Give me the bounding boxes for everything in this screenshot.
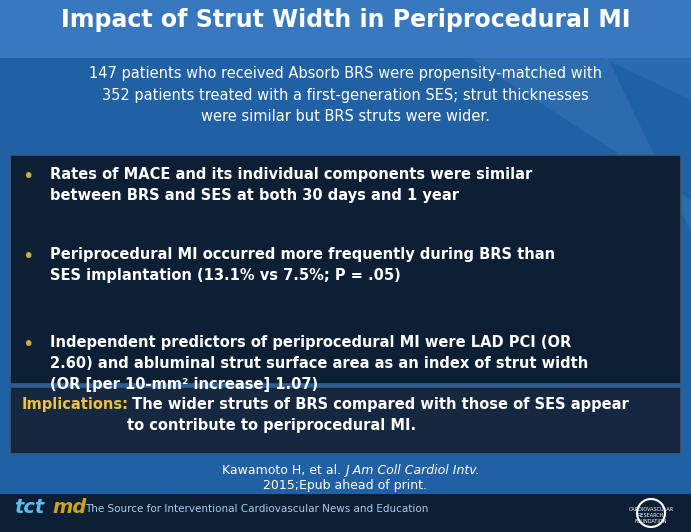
FancyBboxPatch shape [10,155,681,384]
Text: Periprocedural MI occurred more frequently during BRS than
SES implantation (13.: Periprocedural MI occurred more frequent… [50,247,555,283]
Text: Independent predictors of periprocedural MI were LAD PCI (OR
2.60) and abluminal: Independent predictors of periprocedural… [50,335,588,392]
Text: Kawamoto H, et al.: Kawamoto H, et al. [223,464,346,477]
Text: tct: tct [14,498,44,517]
FancyBboxPatch shape [0,0,691,58]
Text: •: • [22,167,34,186]
Text: CARDIOVASCULAR
RESEARCH
FOUNDATION: CARDIOVASCULAR RESEARCH FOUNDATION [628,507,674,523]
Text: The Source for Interventional Cardiovascular News and Education: The Source for Interventional Cardiovasc… [85,504,428,514]
Text: 147 patients who received Absorb BRS were propensity-matched with
352 patients t: 147 patients who received Absorb BRS wer… [89,66,602,124]
Text: Impact of Strut Width in Periprocedural MI: Impact of Strut Width in Periprocedural … [61,8,630,32]
Text: md: md [52,498,86,517]
Text: The wider struts of BRS compared with those of SES appear
to contribute to perip: The wider struts of BRS compared with th… [127,397,629,433]
Polygon shape [480,0,691,100]
Text: J Am Coll Cardiol Intv.: J Am Coll Cardiol Intv. [346,464,480,477]
FancyBboxPatch shape [10,387,681,454]
Text: Implications:: Implications: [22,397,129,412]
Text: Rates of MACE and its individual components were similar
between BRS and SES at : Rates of MACE and its individual compone… [50,167,532,203]
Text: 2015;Epub ahead of print.: 2015;Epub ahead of print. [263,479,428,492]
Text: •: • [22,335,34,354]
FancyBboxPatch shape [0,494,691,532]
Text: •: • [22,247,34,266]
Polygon shape [380,0,691,232]
